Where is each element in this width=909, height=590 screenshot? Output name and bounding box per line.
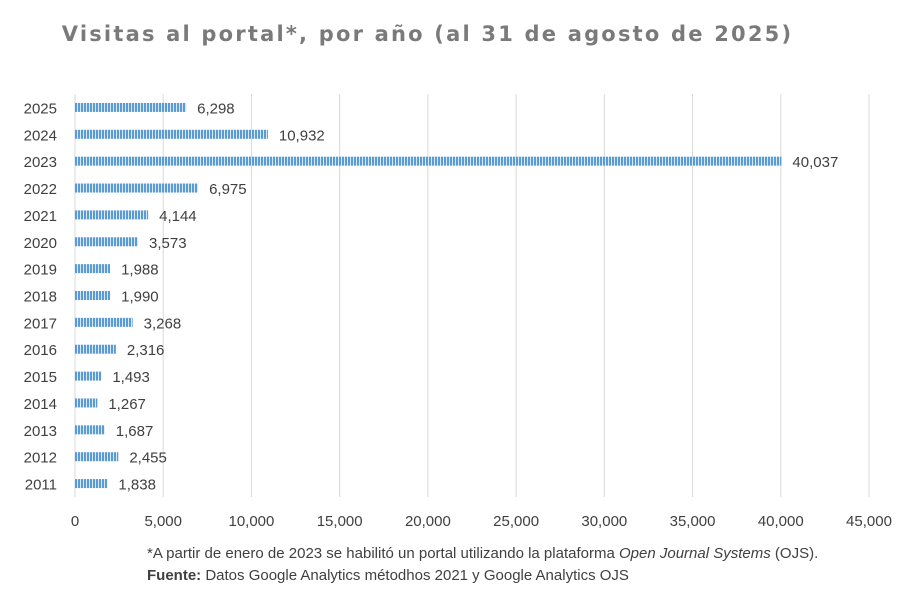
source-label: Fuente: — [147, 567, 202, 584]
source-note: Fuente: Datos Google Analytics métodhos … — [147, 567, 629, 584]
x-tick-label: 20,000 — [405, 513, 451, 530]
y-tick-label: 2020 — [24, 235, 57, 252]
x-tick-label: 15,000 — [317, 513, 363, 530]
data-label: 1,838 — [118, 477, 156, 494]
bar-2021 — [75, 210, 149, 220]
x-tick-label: 45,000 — [846, 513, 892, 530]
footnote-suffix: (OJS). — [770, 545, 819, 562]
y-tick-label: 2014 — [24, 396, 57, 413]
bar-2018 — [75, 291, 111, 300]
footnote-prefix: *A partir de enero de 2023 se habilitó u… — [147, 545, 619, 562]
data-label: 1,687 — [116, 423, 154, 440]
x-tick-label: 5,000 — [144, 513, 182, 530]
y-tick-label: 2011 — [25, 477, 57, 494]
data-label: 40,037 — [792, 154, 838, 171]
bar-2020 — [75, 237, 139, 247]
data-label: 6,975 — [209, 181, 247, 198]
data-label: 4,144 — [159, 208, 197, 225]
bar-2014 — [75, 398, 98, 408]
data-label: 1,493 — [112, 369, 150, 386]
y-tick-label: 2016 — [24, 342, 57, 359]
bar-2016 — [75, 344, 116, 354]
y-tick-label: 2022 — [24, 181, 57, 198]
bar-2022 — [75, 183, 199, 193]
data-label: 1,990 — [121, 289, 159, 306]
y-tick-label: 2021 — [24, 208, 57, 225]
x-tick-label: 35,000 — [670, 513, 716, 530]
y-tick-label: 2019 — [24, 262, 57, 279]
y-tick-label: 2013 — [24, 423, 57, 440]
data-label: 6,298 — [197, 100, 235, 117]
data-label: 3,268 — [144, 315, 182, 332]
x-tick-label: 30,000 — [581, 513, 627, 530]
y-tick-label: 2012 — [24, 450, 57, 467]
footnote-italic: Open Journal Systems — [618, 545, 771, 562]
footnote: *A partir de enero de 2023 se habilitó u… — [147, 545, 818, 562]
bar-2012 — [75, 452, 119, 462]
data-label: 3,573 — [149, 235, 187, 252]
bar-2015 — [75, 371, 102, 381]
data-label: 1,267 — [108, 396, 146, 413]
chart-title: Visitas al portal*, por año (al 31 de ag… — [61, 22, 794, 46]
bar-2023 — [75, 156, 782, 166]
bar-2024 — [75, 129, 268, 139]
bar-2011 — [75, 479, 108, 489]
bar-2013 — [75, 425, 105, 435]
data-label: 2,316 — [127, 342, 165, 359]
bar-2017 — [75, 317, 133, 327]
data-labels: 6,298 10,932 40,037 6,975 4,144 3,573 1,988 1,9… — [108, 100, 838, 493]
data-label: 1,988 — [121, 262, 159, 279]
gridlines — [74, 94, 870, 497]
y-axis-labels: 2025 2024 2023 2022 2021 2020 2019 2018 2017 2016… — [24, 100, 57, 493]
y-tick-label: 2023 — [24, 154, 57, 171]
y-tick-label: 2018 — [24, 289, 57, 306]
y-tick-label: 2017 — [24, 315, 57, 332]
data-label: 2,455 — [129, 450, 167, 467]
x-axis-tick-labels: 0 5,000 10,000 15,000 20,000 25,000 30,000 35,0… — [71, 513, 892, 530]
y-tick-label: 2024 — [24, 127, 57, 144]
x-tick-label: 25,000 — [493, 513, 539, 530]
bars — [75, 102, 782, 489]
bar-2025 — [75, 102, 187, 112]
x-tick-label: 40,000 — [758, 513, 804, 530]
data-label: 10,932 — [279, 127, 325, 144]
y-tick-label: 2025 — [24, 100, 57, 117]
bar-2019 — [75, 264, 111, 274]
y-tick-label: 2015 — [24, 369, 57, 386]
source-text: Datos Google Analytics métodhos 2021 y G… — [201, 567, 629, 584]
x-tick-label: 0 — [71, 513, 79, 530]
x-tick-label: 10,000 — [228, 513, 274, 530]
